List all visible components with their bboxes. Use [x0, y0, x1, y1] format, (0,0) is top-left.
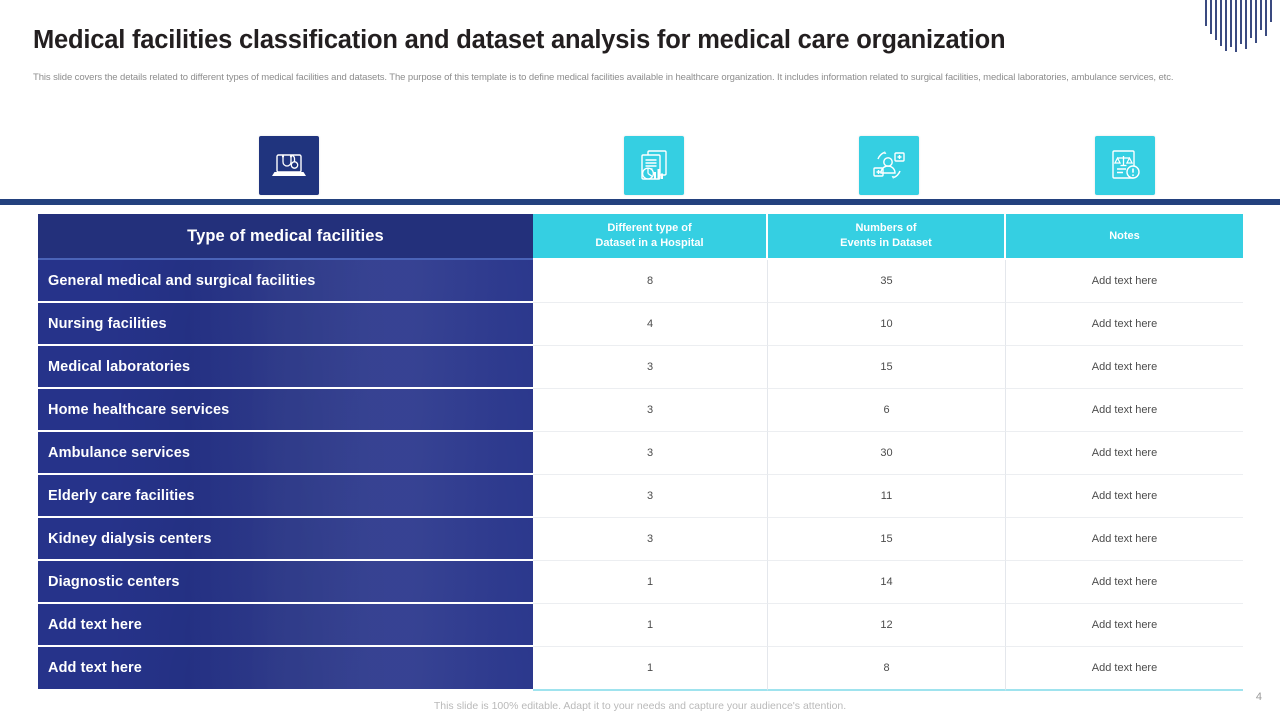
table-row: Kidney dialysis centers 3 15 Add text here — [38, 518, 1243, 561]
cell-events-count: 6 — [768, 389, 1006, 432]
corner-bar — [1270, 0, 1272, 22]
cell-events-count: 12 — [768, 604, 1006, 647]
cell-facility: Add text here — [38, 604, 533, 647]
corner-bar — [1215, 0, 1217, 40]
table-row: Elderly care facilities 3 11 Add text here — [38, 475, 1243, 518]
page-subtitle: This slide covers the details related to… — [33, 72, 1174, 83]
cell-facility: General medical and surgical facilities — [38, 260, 533, 303]
cell-dataset-count: 3 — [533, 346, 768, 389]
column-header-dataset-line1: Different type of — [607, 222, 692, 235]
report-balance-alert-icon — [1095, 136, 1155, 195]
cell-notes: Add text here — [1006, 561, 1243, 604]
corner-bar — [1235, 0, 1237, 52]
cell-facility: Diagnostic centers — [38, 561, 533, 604]
table-row: Add text here 1 12 Add text here — [38, 604, 1243, 647]
table-row: Home healthcare services 3 6 Add text here — [38, 389, 1243, 432]
table-header-row: Type of medical facilities Different typ… — [38, 214, 1243, 260]
corner-bar — [1265, 0, 1267, 36]
cell-notes: Add text here — [1006, 518, 1243, 561]
cell-facility: Home healthcare services — [38, 389, 533, 432]
decorative-corner-bars — [1194, 0, 1272, 52]
cell-facility: Elderly care facilities — [38, 475, 533, 518]
cell-events-count: 11 — [768, 475, 1006, 518]
table-row: Ambulance services 3 30 Add text here — [38, 432, 1243, 475]
corner-bar — [1205, 0, 1207, 26]
cell-dataset-count: 3 — [533, 389, 768, 432]
cell-events-count: 8 — [768, 647, 1006, 691]
cell-events-count: 10 — [768, 303, 1006, 346]
corner-bar — [1210, 0, 1212, 34]
cell-dataset-count: 3 — [533, 518, 768, 561]
cell-dataset-count: 3 — [533, 475, 768, 518]
cell-events-count: 15 — [768, 346, 1006, 389]
footer-note: This slide is 100% editable. Adapt it to… — [433, 700, 847, 712]
cell-notes: Add text here — [1006, 346, 1243, 389]
cell-notes: Add text here — [1006, 475, 1243, 518]
corner-bar — [1255, 0, 1257, 43]
cell-notes: Add text here — [1006, 432, 1243, 475]
icon-strip — [0, 136, 1280, 196]
medical-facilities-table: Type of medical facilities Different typ… — [38, 214, 1243, 691]
corner-bar — [1225, 0, 1227, 51]
cell-dataset-count: 8 — [533, 260, 768, 303]
table-row: Medical laboratories 3 15 Add text here — [38, 346, 1243, 389]
cell-events-count: 30 — [768, 432, 1006, 475]
cell-events-count: 35 — [768, 260, 1006, 303]
column-header-events-line1: Numbers of — [855, 222, 917, 235]
cell-notes: Add text here — [1006, 647, 1243, 691]
cell-events-count: 14 — [768, 561, 1006, 604]
column-header-events-line2: Events in Dataset — [840, 237, 932, 249]
cell-notes: Add text here — [1006, 260, 1243, 303]
cell-dataset-count: 1 — [533, 604, 768, 647]
table-row: General medical and surgical facilities 8… — [38, 260, 1243, 303]
cell-notes: Add text here — [1006, 303, 1243, 346]
table-row: Diagnostic centers 1 14 Add text here — [38, 561, 1243, 604]
corner-bar — [1230, 0, 1232, 47]
column-header-events: Numbers of Events in Dataset — [768, 214, 1006, 260]
patient-network-icon — [859, 136, 919, 195]
corner-bar — [1245, 0, 1247, 49]
corner-bar — [1240, 0, 1242, 44]
cell-dataset-count: 1 — [533, 647, 768, 691]
cell-notes: Add text here — [1006, 389, 1243, 432]
cell-dataset-count: 1 — [533, 561, 768, 604]
table-row: Nursing facilities 4 10 Add text here — [38, 303, 1243, 346]
page-number: 4 — [1255, 691, 1262, 703]
column-header-dataset-line2: Dataset in a Hospital — [595, 237, 704, 249]
cell-facility: Nursing facilities — [38, 303, 533, 346]
corner-bar — [1250, 0, 1252, 38]
column-header-facility: Type of medical facilities — [38, 214, 533, 260]
cell-dataset-count: 4 — [533, 303, 768, 346]
corner-bar — [1220, 0, 1222, 46]
column-header-dataset: Different type of Dataset in a Hospital — [533, 214, 768, 260]
table-row: Add text here 1 8 Add text here — [38, 647, 1243, 691]
page-title: Medical facilities classification and da… — [33, 26, 1006, 54]
cell-facility: Ambulance services — [38, 432, 533, 475]
cell-dataset-count: 3 — [533, 432, 768, 475]
cell-facility: Add text here — [38, 647, 533, 691]
cell-facility: Medical laboratories — [38, 346, 533, 389]
cell-events-count: 15 — [768, 518, 1006, 561]
section-divider — [0, 199, 1280, 205]
column-header-notes: Notes — [1006, 214, 1243, 260]
cell-notes: Add text here — [1006, 604, 1243, 647]
corner-bar — [1260, 0, 1262, 30]
documents-chart-icon — [624, 136, 684, 195]
laptop-stethoscope-icon — [259, 136, 319, 195]
cell-facility: Kidney dialysis centers — [38, 518, 533, 561]
